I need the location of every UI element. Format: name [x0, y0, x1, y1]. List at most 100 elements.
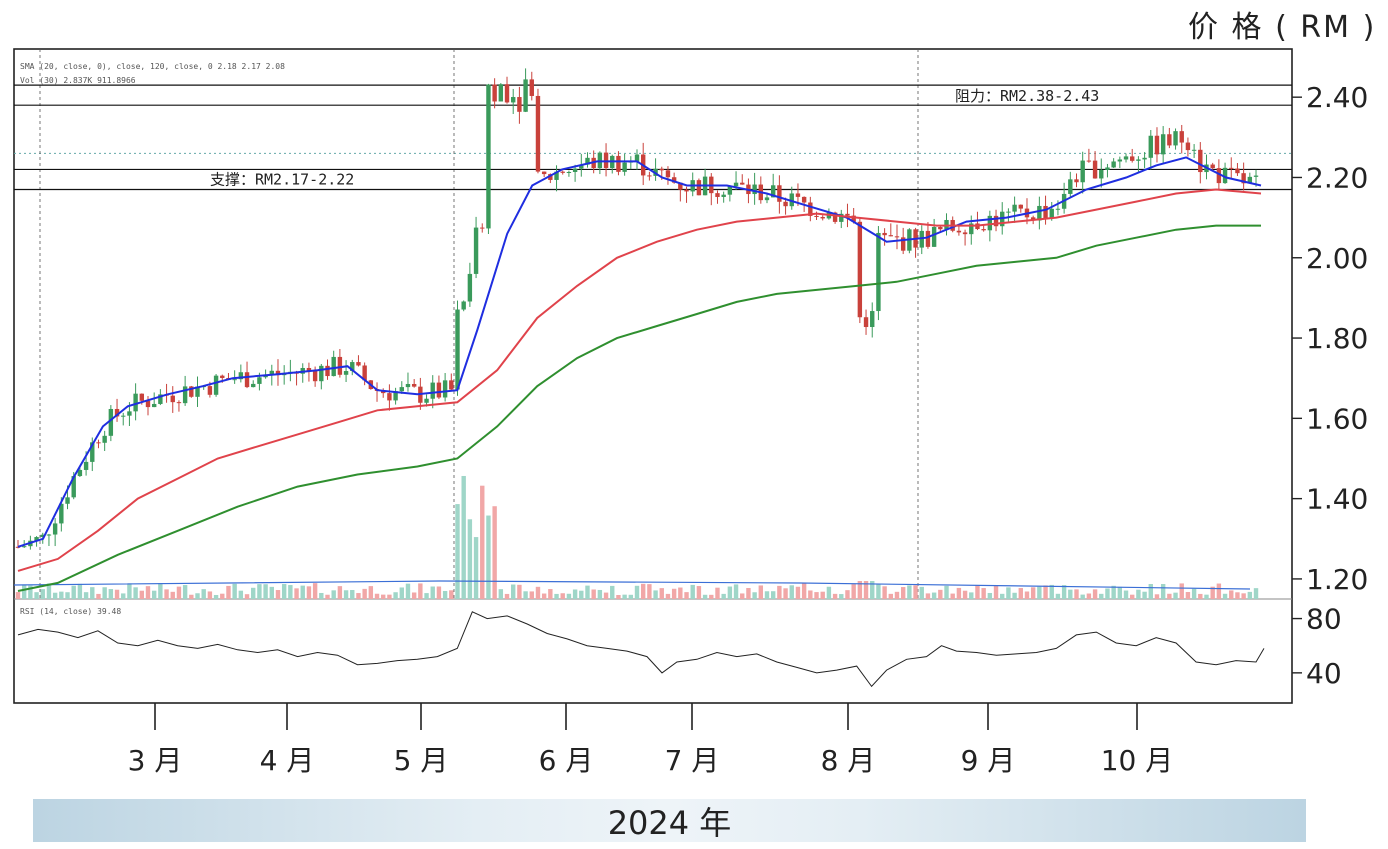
year-label: 2024 年 [607, 803, 732, 842]
price-tick-label: 2.00 [1306, 242, 1368, 275]
volume-bar [337, 586, 343, 599]
volume-bar [461, 475, 466, 599]
candle-body [1099, 169, 1104, 179]
volume-bar [727, 586, 733, 599]
volume-bar [114, 589, 120, 599]
month-tick-label: 8 月 [821, 744, 876, 777]
volume-bar [381, 594, 386, 599]
volume-bar [610, 585, 615, 599]
volume-bar [529, 591, 534, 599]
price-tick-label: 2.20 [1306, 161, 1368, 194]
volume-bar [399, 587, 404, 599]
volume-bar [863, 581, 869, 599]
candle-body [411, 383, 417, 387]
volume-bar [1148, 584, 1153, 599]
candle-body [770, 185, 776, 198]
volume-bar [21, 584, 27, 599]
volume-bar [1185, 592, 1191, 599]
candle-body [71, 476, 76, 498]
volume-bar [1179, 583, 1184, 599]
candle-body [820, 216, 825, 219]
candle-body [195, 386, 200, 397]
month-tick-label: 4 月 [260, 744, 315, 777]
candle-body [46, 534, 52, 536]
volume-bar [244, 594, 250, 599]
volume-bar [981, 588, 986, 599]
ma-line-sma-120 [17, 224, 1261, 592]
volume-bar [876, 584, 881, 599]
candle-body [381, 390, 386, 394]
support-annotation: 支撑：RM2.17-2.22 [210, 170, 354, 188]
volume-bar [1123, 590, 1129, 599]
volume-bar [436, 586, 442, 599]
candle-body [59, 503, 64, 524]
candle-body [1160, 134, 1166, 155]
volume-bar [288, 585, 293, 599]
volume-bar [294, 588, 299, 599]
volume-bar [597, 589, 603, 599]
volume-bar [1142, 591, 1147, 599]
candle-body [801, 196, 807, 203]
candle-body [387, 393, 392, 401]
volume-bar [541, 593, 547, 599]
volume-bar [591, 589, 596, 599]
volume-bar [430, 586, 435, 599]
candle-body [251, 383, 256, 388]
candle-body [442, 380, 448, 398]
candle-body [1049, 208, 1054, 219]
volume-bar [839, 594, 844, 599]
volume-bar [281, 584, 287, 599]
volume-bar [263, 584, 268, 599]
volume-bar [1061, 585, 1067, 599]
price-tick-label: 1.40 [1306, 483, 1368, 516]
volume-bar [1024, 591, 1030, 599]
volume-bar [987, 592, 993, 599]
volume-bar [1055, 593, 1061, 599]
candle-body [1229, 167, 1234, 169]
candle-body [275, 370, 281, 376]
candle-body [1136, 159, 1141, 161]
candle-body [83, 461, 89, 470]
ma-line-sma-60 [17, 188, 1262, 572]
candle-body [498, 84, 504, 102]
candle-body [170, 395, 175, 403]
volume-bar [108, 589, 114, 599]
volume-bar [176, 586, 182, 599]
volume-bar [907, 585, 912, 599]
candle-body [96, 442, 101, 444]
candle-body [1123, 156, 1129, 160]
candle-body [504, 84, 510, 103]
volume-bar [77, 583, 83, 599]
volume-bar [1216, 583, 1222, 599]
price-tick-label: 1.20 [1306, 563, 1368, 596]
candle-body [789, 193, 794, 207]
volume-bar [1111, 585, 1116, 599]
volume-bar [721, 593, 726, 599]
volume-bar [919, 586, 924, 599]
candle-body [969, 223, 974, 235]
volume-bar [405, 583, 411, 599]
candle-body [956, 230, 962, 233]
volume-bar [251, 587, 256, 599]
candle-body [727, 186, 733, 195]
candle-body [430, 382, 435, 399]
volume-bar [826, 586, 832, 599]
candle-body [1198, 149, 1203, 173]
candle-body [777, 185, 782, 202]
candle-body [597, 152, 603, 169]
volume-bar [325, 594, 330, 599]
candle-body [795, 193, 801, 197]
candle-body [603, 152, 609, 169]
volume-bar [449, 590, 454, 599]
volume-bar [504, 593, 510, 599]
candle-body [1117, 159, 1123, 162]
volume-bar [925, 593, 931, 599]
volume-bar [523, 591, 528, 599]
volume-bar [232, 583, 237, 599]
volume-bar [795, 586, 801, 599]
candle-body [461, 301, 466, 310]
volume-bar [145, 586, 151, 599]
volume-bar [548, 589, 553, 599]
candle-body [189, 386, 194, 397]
candle-body [993, 215, 999, 227]
